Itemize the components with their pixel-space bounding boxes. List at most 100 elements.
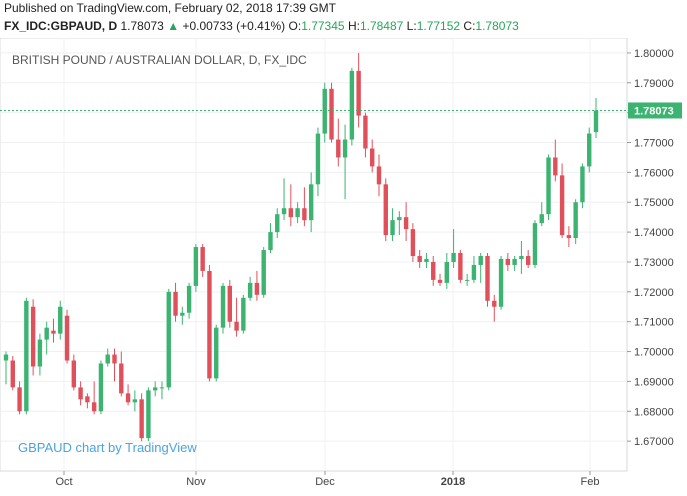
candle-body (193, 247, 199, 286)
candle-body (288, 208, 294, 218)
candle-body (105, 354, 110, 364)
candle-body (241, 297, 246, 331)
y-tick-label: 1.67000 (634, 436, 674, 448)
candle-body (451, 253, 456, 262)
candle-body (302, 208, 307, 221)
candle-body (349, 70, 355, 140)
open-value: 1.77345 (301, 19, 345, 33)
candle-body (152, 387, 158, 391)
y-tick-label: 1.74000 (634, 227, 674, 239)
candle-body (376, 166, 382, 185)
y-tick-label: 1.75000 (634, 197, 674, 209)
candle-body (329, 88, 334, 140)
candle-body (566, 235, 572, 239)
candle-body (336, 139, 341, 158)
candle-body (573, 202, 578, 239)
candle-body (390, 220, 395, 236)
chart-title: BRITISH POUND / AUSTRALIAN DOLLAR, D, FX… (12, 53, 307, 67)
x-tick-label: Feb (581, 476, 600, 488)
candle-body (186, 285, 192, 313)
candle-body (17, 387, 22, 412)
candle-body (275, 214, 280, 233)
candle-body (132, 399, 138, 403)
y-tick-label: 1.70000 (634, 347, 674, 359)
x-tick-label: Oct (55, 476, 72, 488)
candle-body (71, 360, 77, 388)
x-tick-label: Dec (315, 476, 335, 488)
candle-body (58, 306, 63, 334)
candle-body (322, 88, 327, 134)
candle-body (295, 208, 300, 218)
candle-body (431, 261, 436, 280)
quote-line: FX_IDC:GBPAUD, D 1.78073 ▲ +0.00733 (+0.… (4, 19, 519, 33)
time-axis[interactable]: Oct Nov Dec 2018 Feb (55, 471, 599, 488)
candle-body (281, 208, 287, 215)
candle-body (519, 255, 524, 259)
candle-body (247, 282, 253, 298)
y-tick-label: 1.71000 (634, 317, 674, 329)
high-value: 1.78487 (359, 19, 404, 33)
candle-body (342, 139, 348, 158)
low-label: L: (406, 19, 417, 33)
candle-body (444, 261, 450, 283)
candle-body (3, 354, 9, 361)
candle-body (587, 133, 592, 167)
candle-body (593, 110, 599, 133)
candlestick-chart[interactable]: 1.800001.790001.780001.770001.760001.750… (0, 37, 687, 491)
candle-body (85, 396, 90, 403)
candles-layer (3, 52, 599, 442)
candle-body (525, 255, 531, 265)
candle-body (363, 115, 368, 149)
last-price-tag-label: 1.78073 (634, 105, 674, 117)
watermark: GBPAUD chart by TradingView (18, 440, 197, 455)
candle-body (437, 279, 443, 283)
chart-frame[interactable]: 1.800001.790001.780001.770001.760001.750… (0, 37, 687, 491)
y-tick-label: 1.72000 (634, 287, 674, 299)
candle-body (44, 327, 49, 340)
candle-body (125, 393, 131, 403)
candle-body (227, 285, 232, 322)
candle-body (268, 232, 273, 251)
symbol-label: FX_IDC:GBPAUD, D (4, 19, 118, 33)
candle-body (498, 258, 504, 307)
candle-body (220, 285, 226, 328)
candle-body (78, 387, 83, 400)
candle-body (458, 253, 463, 280)
candle-body (207, 270, 212, 379)
candle-body (492, 300, 497, 307)
candle-body (397, 217, 402, 221)
candle-body (580, 166, 585, 203)
candle-body (200, 247, 205, 271)
y-tick-label: 1.73000 (634, 257, 674, 269)
candle-body (315, 133, 321, 185)
candle-body (505, 258, 511, 265)
candle-body (464, 279, 470, 281)
candle-body (478, 255, 483, 265)
candle-body (173, 291, 178, 316)
candle-body (64, 315, 70, 361)
y-tick-label: 1.68000 (634, 406, 674, 418)
price-change: +0.00733 (+0.41%) (182, 19, 286, 33)
y-tick-label: 1.80000 (634, 48, 674, 60)
candle-body (403, 217, 409, 230)
candle-body (410, 229, 416, 256)
candle-body (10, 360, 15, 388)
candle-body (254, 282, 260, 295)
candle-body (370, 148, 375, 167)
candle-body (512, 258, 517, 265)
last-price-tag (628, 102, 682, 119)
grid-lines (0, 38, 627, 471)
low-value: 1.77152 (416, 19, 461, 33)
close-label: C: (463, 19, 476, 33)
published-line: Published on TradingView.com, February 0… (4, 1, 336, 15)
candle-body (139, 399, 144, 439)
up-arrow-icon: ▲ (167, 19, 180, 33)
candle-body (308, 184, 314, 221)
candle-body (37, 339, 43, 367)
candle-body (553, 157, 558, 176)
candle-body (424, 258, 429, 262)
candle-body (485, 255, 490, 301)
candle-body (234, 321, 239, 331)
candle-body (261, 250, 266, 295)
y-tick-label: 1.69000 (634, 376, 674, 388)
